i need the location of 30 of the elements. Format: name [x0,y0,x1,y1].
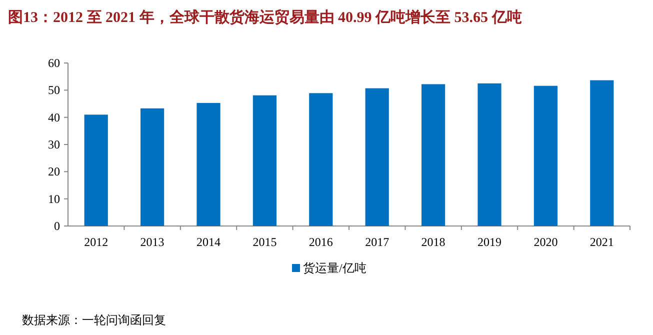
x-tick-label: 2021 [590,235,614,249]
chart-title: 图13：2012 至 2021 年，全球干散货海运贸易量由 40.99 亿吨增长至 53.65 亿吨 [8,9,522,26]
y-tick-label: 10 [48,192,60,206]
bar [140,108,164,226]
x-tick-label: 2019 [478,235,502,249]
x-tick-label: 2016 [308,235,333,249]
y-tick-label: 60 [48,56,60,70]
y-tick-label: 30 [48,138,60,152]
y-tick-label: 20 [48,164,60,179]
bar [478,83,502,226]
x-tick-label: 2013 [140,235,164,249]
y-tick-label: 40 [48,110,60,124]
bar [84,114,108,226]
bar [309,93,333,226]
x-tick-label: 2015 [252,235,277,249]
x-tick-label: 2020 [534,235,558,249]
x-tick-label: 2017 [365,235,390,249]
bar [590,80,614,226]
bar [534,86,558,226]
x-tick-label: 2012 [84,235,108,249]
x-tick-label: 2014 [196,235,220,249]
bar [252,95,276,226]
bar [422,84,446,226]
source-note: 数据来源：一轮问询函回复 [22,313,166,327]
bar [196,102,220,226]
y-tick-label: 50 [48,83,60,98]
x-tick-label: 2018 [421,235,446,249]
legend-label: 货运量/亿吨 [303,261,366,275]
bar [365,88,389,226]
y-tick-label: 0 [54,219,60,233]
